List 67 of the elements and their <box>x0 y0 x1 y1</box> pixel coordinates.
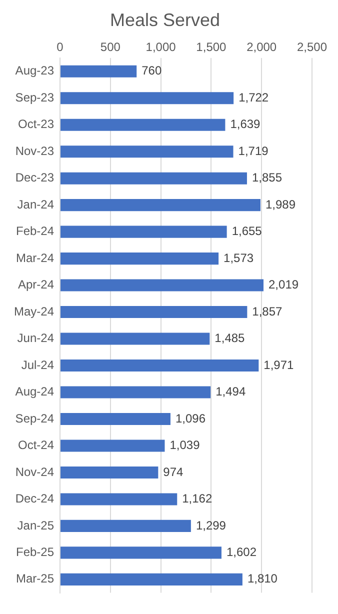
bar <box>60 306 248 318</box>
bar <box>60 546 222 559</box>
y-tick-label: Dec-23 <box>15 170 54 185</box>
x-tick-label: 500 <box>100 40 121 54</box>
data-label: 2,019 <box>268 278 299 292</box>
x-tick-label: 1,500 <box>196 40 227 54</box>
y-tick-label: May-24 <box>14 304 54 318</box>
data-label: 1,485 <box>214 331 246 346</box>
bar <box>60 440 165 452</box>
data-label: 760 <box>142 64 162 78</box>
y-tick-label: Oct-23 <box>18 117 54 132</box>
y-tick-label: Sep-24 <box>15 411 54 426</box>
chart-title: Meals Served <box>110 10 220 30</box>
bar <box>60 279 264 292</box>
x-tick-label: 0 <box>56 40 64 54</box>
y-tick-label: Jan-25 <box>17 518 54 532</box>
data-label: 1,639 <box>230 117 261 132</box>
data-label: 1,299 <box>196 518 226 532</box>
bar <box>60 226 227 238</box>
data-label: 1,722 <box>238 90 269 104</box>
data-label: 1,857 <box>252 304 283 318</box>
bar <box>60 118 226 131</box>
bar <box>60 199 260 212</box>
bar <box>60 466 158 478</box>
data-label: 1,971 <box>264 358 294 372</box>
data-label: 1,602 <box>226 545 257 560</box>
bar <box>60 252 219 265</box>
data-label: 1,655 <box>232 224 262 238</box>
bar <box>60 146 234 158</box>
y-tick-label: Oct-24 <box>18 438 54 452</box>
data-label: 974 <box>163 464 184 479</box>
bar <box>60 172 247 184</box>
data-label: 1,989 <box>265 197 296 212</box>
y-tick-label: Jul-24 <box>21 358 54 372</box>
data-label: 1,719 <box>238 144 269 158</box>
y-tick-label: Feb-24 <box>16 224 54 238</box>
y-tick-label: Mar-25 <box>16 572 54 586</box>
y-tick-label: Mar-24 <box>16 250 54 265</box>
bar <box>60 386 211 398</box>
y-tick-label: Nov-23 <box>15 144 54 158</box>
bar <box>60 92 234 104</box>
data-label: 1,573 <box>224 250 254 265</box>
x-tick-label: 1,000 <box>146 40 176 54</box>
x-tick-label: 2,500 <box>296 40 328 54</box>
bar <box>60 493 178 506</box>
data-label: 1,810 <box>247 572 278 586</box>
data-label: 1,494 <box>216 384 246 399</box>
bar <box>60 332 210 345</box>
x-tick-label: 2,000 <box>246 40 277 54</box>
y-tick-label: Apr-24 <box>18 278 54 292</box>
y-tick-label: Jan-24 <box>17 197 54 212</box>
bar <box>60 520 191 532</box>
data-label: 1,096 <box>175 411 206 426</box>
y-tick-label: Nov-24 <box>15 464 54 479</box>
data-label: 1,162 <box>182 492 212 506</box>
bar <box>60 65 137 78</box>
bar <box>60 359 259 372</box>
y-tick-label: Jun-24 <box>17 331 54 346</box>
y-tick-label: Feb-25 <box>16 545 54 560</box>
y-tick-label: Aug-23 <box>15 64 54 78</box>
y-tick-label: Aug-24 <box>15 384 54 399</box>
bar <box>60 412 170 426</box>
y-tick-label: Dec-24 <box>15 492 54 506</box>
data-label: 1,855 <box>252 170 282 185</box>
y-tick-label: Sep-23 <box>15 90 54 104</box>
bar <box>60 573 242 586</box>
data-label: 1,039 <box>170 438 200 452</box>
